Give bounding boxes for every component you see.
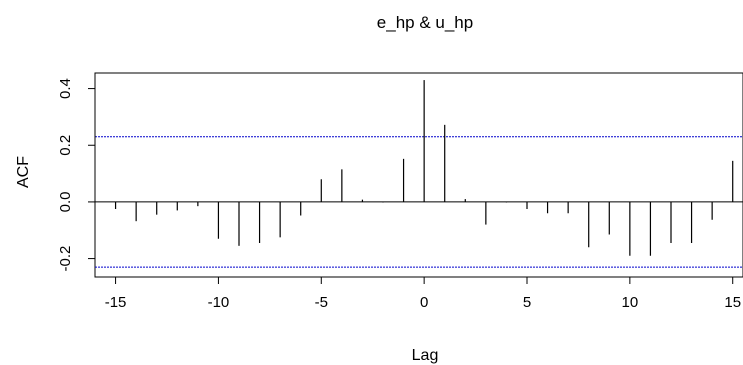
x-tick-label: 10 [622, 294, 639, 311]
y-tick-label: 0.0 [57, 191, 74, 212]
y-tick-label: 0.2 [57, 135, 74, 156]
plot-layer: -15 -10 -5 0 5 10 15 -0.2 0.0 0.2 0.4 [57, 78, 743, 311]
x-tick-label: -10 [208, 294, 230, 311]
x-tick-label: -5 [315, 294, 328, 311]
x-tick-label: 0 [420, 294, 428, 311]
x-tick-label: 15 [724, 294, 741, 311]
x-axis-label: Lag [412, 347, 439, 364]
x-tick-label: -15 [105, 294, 127, 311]
chart-title: e_hp & u_hp [377, 13, 473, 32]
y-tick-label: 0.4 [57, 78, 74, 99]
y-axis-label: ACF [15, 156, 32, 188]
plot-frame [94, 72, 743, 278]
x-tick-label: 5 [523, 294, 531, 311]
y-tick-label: -0.2 [57, 246, 74, 272]
